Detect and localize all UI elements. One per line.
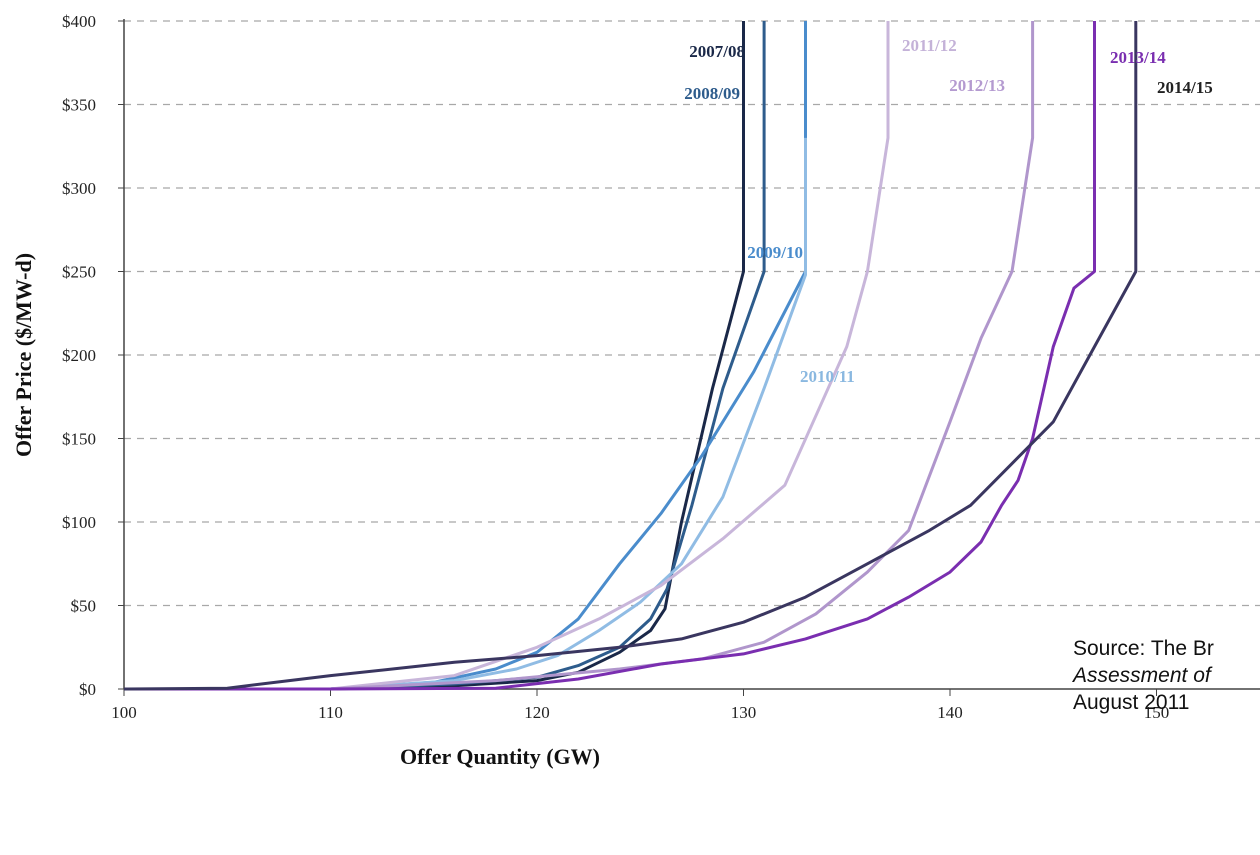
series-label-2009-10: 2009/10 xyxy=(747,243,803,262)
y-axis-title: Offer Price ($/MW-d) xyxy=(11,253,36,457)
series-labels: 2007/08 2008/09 2009/10 2010/11 2011/12 2012/… xyxy=(684,36,1212,386)
source-note: Source: The Br Assessment of August 2011 xyxy=(1073,635,1214,716)
source-line-1: Source: The Br xyxy=(1073,637,1214,660)
y-tick-label: $150 xyxy=(62,430,96,449)
y-tick-label: $200 xyxy=(62,346,96,365)
x-tick-label: 130 xyxy=(731,703,757,722)
x-tick-label: 110 xyxy=(318,703,343,722)
y-tick-label: $100 xyxy=(62,513,96,532)
y-tick-label: $350 xyxy=(62,96,96,115)
y-tick-label: $250 xyxy=(62,263,96,282)
series-label-2013-14: 2013/14 xyxy=(1110,48,1166,67)
series-label-2011-12: 2011/12 xyxy=(902,36,957,55)
x-axis-ticks: 100 110 120 130 140 150 xyxy=(111,689,1169,722)
x-tick-label: 140 xyxy=(937,703,963,722)
series-line-2011-12 xyxy=(124,21,890,691)
series-label-2014-15: 2014/15 xyxy=(1157,78,1213,97)
series-label-2007-08: 2007/08 xyxy=(689,42,745,61)
y-axis-ticks: $0 $50 $100 $150 $200 $250 $300 $350 $400 xyxy=(62,12,124,699)
series-lines xyxy=(123,21,1138,691)
y-tick-label: $400 xyxy=(62,12,96,31)
series-label-2008-09: 2008/09 xyxy=(684,84,740,103)
series-line-2012-13 xyxy=(124,21,1035,691)
x-tick-label: 100 xyxy=(111,703,137,722)
series-line-2010-11 xyxy=(124,137,807,691)
x-axis-title: Offer Quantity (GW) xyxy=(400,744,600,769)
y-tick-label: $0 xyxy=(79,680,96,699)
x-tick-label: 150 xyxy=(1144,703,1170,722)
series-line-2013-14 xyxy=(124,21,1096,691)
y-tick-label: $300 xyxy=(62,179,96,198)
y-tick-label: $50 xyxy=(71,597,97,616)
x-tick-label: 120 xyxy=(524,703,550,722)
series-label-2012-13: 2012/13 xyxy=(949,76,1005,95)
series-label-2010-11: 2010/11 xyxy=(800,367,855,386)
source-line-2: Assessment of xyxy=(1073,664,1211,687)
series-line-2014-15 xyxy=(123,21,1138,691)
source-line-3: August 2011 xyxy=(1073,691,1190,714)
